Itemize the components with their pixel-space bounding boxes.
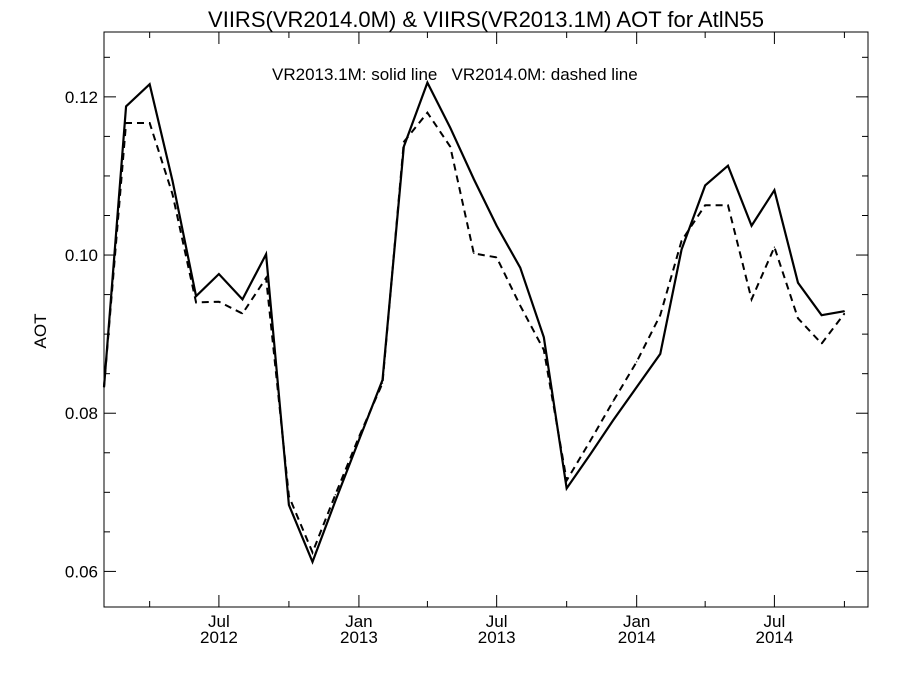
data-point xyxy=(171,193,174,195)
x-tick-label-year: 2013 xyxy=(340,628,378,647)
data-point xyxy=(843,312,846,315)
data-point xyxy=(334,500,336,502)
data-point xyxy=(797,282,799,284)
data-point xyxy=(750,298,753,300)
data-point xyxy=(589,453,591,455)
data-point xyxy=(195,301,197,304)
data-point xyxy=(519,267,521,269)
y-tick-label: 0.08 xyxy=(65,404,98,423)
data-point xyxy=(843,310,846,312)
series-dashed xyxy=(103,110,846,556)
series-solid xyxy=(102,79,846,565)
data-point xyxy=(288,495,290,497)
chart-title: VIIRS(VR2014.0M) & VIIRS(VR2013.1M) AOT … xyxy=(208,7,764,32)
data-point xyxy=(449,127,451,129)
data-point xyxy=(612,419,614,421)
data-point xyxy=(566,487,568,489)
data-point xyxy=(704,204,706,206)
data-point xyxy=(218,273,220,275)
data-point xyxy=(171,180,174,182)
series-line-dashed xyxy=(103,110,846,556)
data-point xyxy=(149,122,151,124)
x-tick-label-year: 2014 xyxy=(618,628,656,647)
data-point xyxy=(566,479,568,482)
data-point xyxy=(543,349,545,351)
data-point xyxy=(589,440,591,442)
data-point xyxy=(426,112,429,114)
data-point xyxy=(288,504,290,506)
y-tick-label: 0.06 xyxy=(65,562,98,581)
series-line-solid xyxy=(102,79,845,565)
data-point xyxy=(125,122,127,124)
data-point xyxy=(265,277,267,279)
data-point xyxy=(680,240,683,242)
data-point xyxy=(218,301,220,303)
data-point xyxy=(750,225,753,227)
data-point xyxy=(311,551,314,554)
x-tick-label-month: Jul xyxy=(764,612,786,631)
data-point xyxy=(449,146,451,148)
data-point xyxy=(659,314,661,316)
plot-frame xyxy=(103,31,869,608)
data-point xyxy=(519,305,521,307)
data-point xyxy=(473,252,475,255)
data-point xyxy=(473,178,475,180)
data-point xyxy=(403,141,405,143)
data-point xyxy=(125,105,127,107)
data-point xyxy=(797,317,799,319)
data-point xyxy=(636,386,638,388)
data-point xyxy=(426,82,429,84)
x-tick-label-year: 2012 xyxy=(200,628,238,647)
axes-layer: 0.060.080.100.12Jul2012Jan2013Jul2013Jan… xyxy=(65,31,869,647)
y-tick-label: 0.10 xyxy=(65,246,98,265)
x-tick-label-year: 2013 xyxy=(478,628,516,647)
x-tick-label-year: 2014 xyxy=(755,628,793,647)
data-point xyxy=(820,314,823,316)
data-point xyxy=(334,494,336,496)
data-point xyxy=(496,225,498,227)
y-axis-label: AOT xyxy=(31,314,50,349)
data-point xyxy=(265,253,267,255)
data-point xyxy=(543,336,545,338)
data-point xyxy=(311,561,314,563)
data-point xyxy=(381,382,384,384)
data-point xyxy=(773,246,776,248)
data-point xyxy=(358,439,360,441)
x-tick-label-month: Jan xyxy=(623,612,650,631)
data-point xyxy=(659,353,661,355)
data-point xyxy=(358,436,360,438)
data-point xyxy=(636,361,638,363)
data-point xyxy=(496,256,498,259)
data-point xyxy=(727,204,729,206)
data-point xyxy=(612,400,614,402)
x-tick-label-month: Jul xyxy=(486,612,508,631)
data-point xyxy=(680,248,683,251)
series-style-annotation: VR2013.1M: solid line VR2014.0M: dashed … xyxy=(272,65,638,84)
y-tick-label: 0.12 xyxy=(65,88,98,107)
data-point xyxy=(704,184,706,187)
data-point xyxy=(820,343,823,345)
data-point xyxy=(773,189,776,191)
x-tick-label-month: Jan xyxy=(345,612,372,631)
data-point xyxy=(149,83,151,85)
series-layer xyxy=(102,79,846,565)
data-point xyxy=(241,298,244,300)
data-point xyxy=(241,312,244,315)
data-point xyxy=(727,165,729,167)
x-tick-label-month: Jul xyxy=(208,612,230,631)
